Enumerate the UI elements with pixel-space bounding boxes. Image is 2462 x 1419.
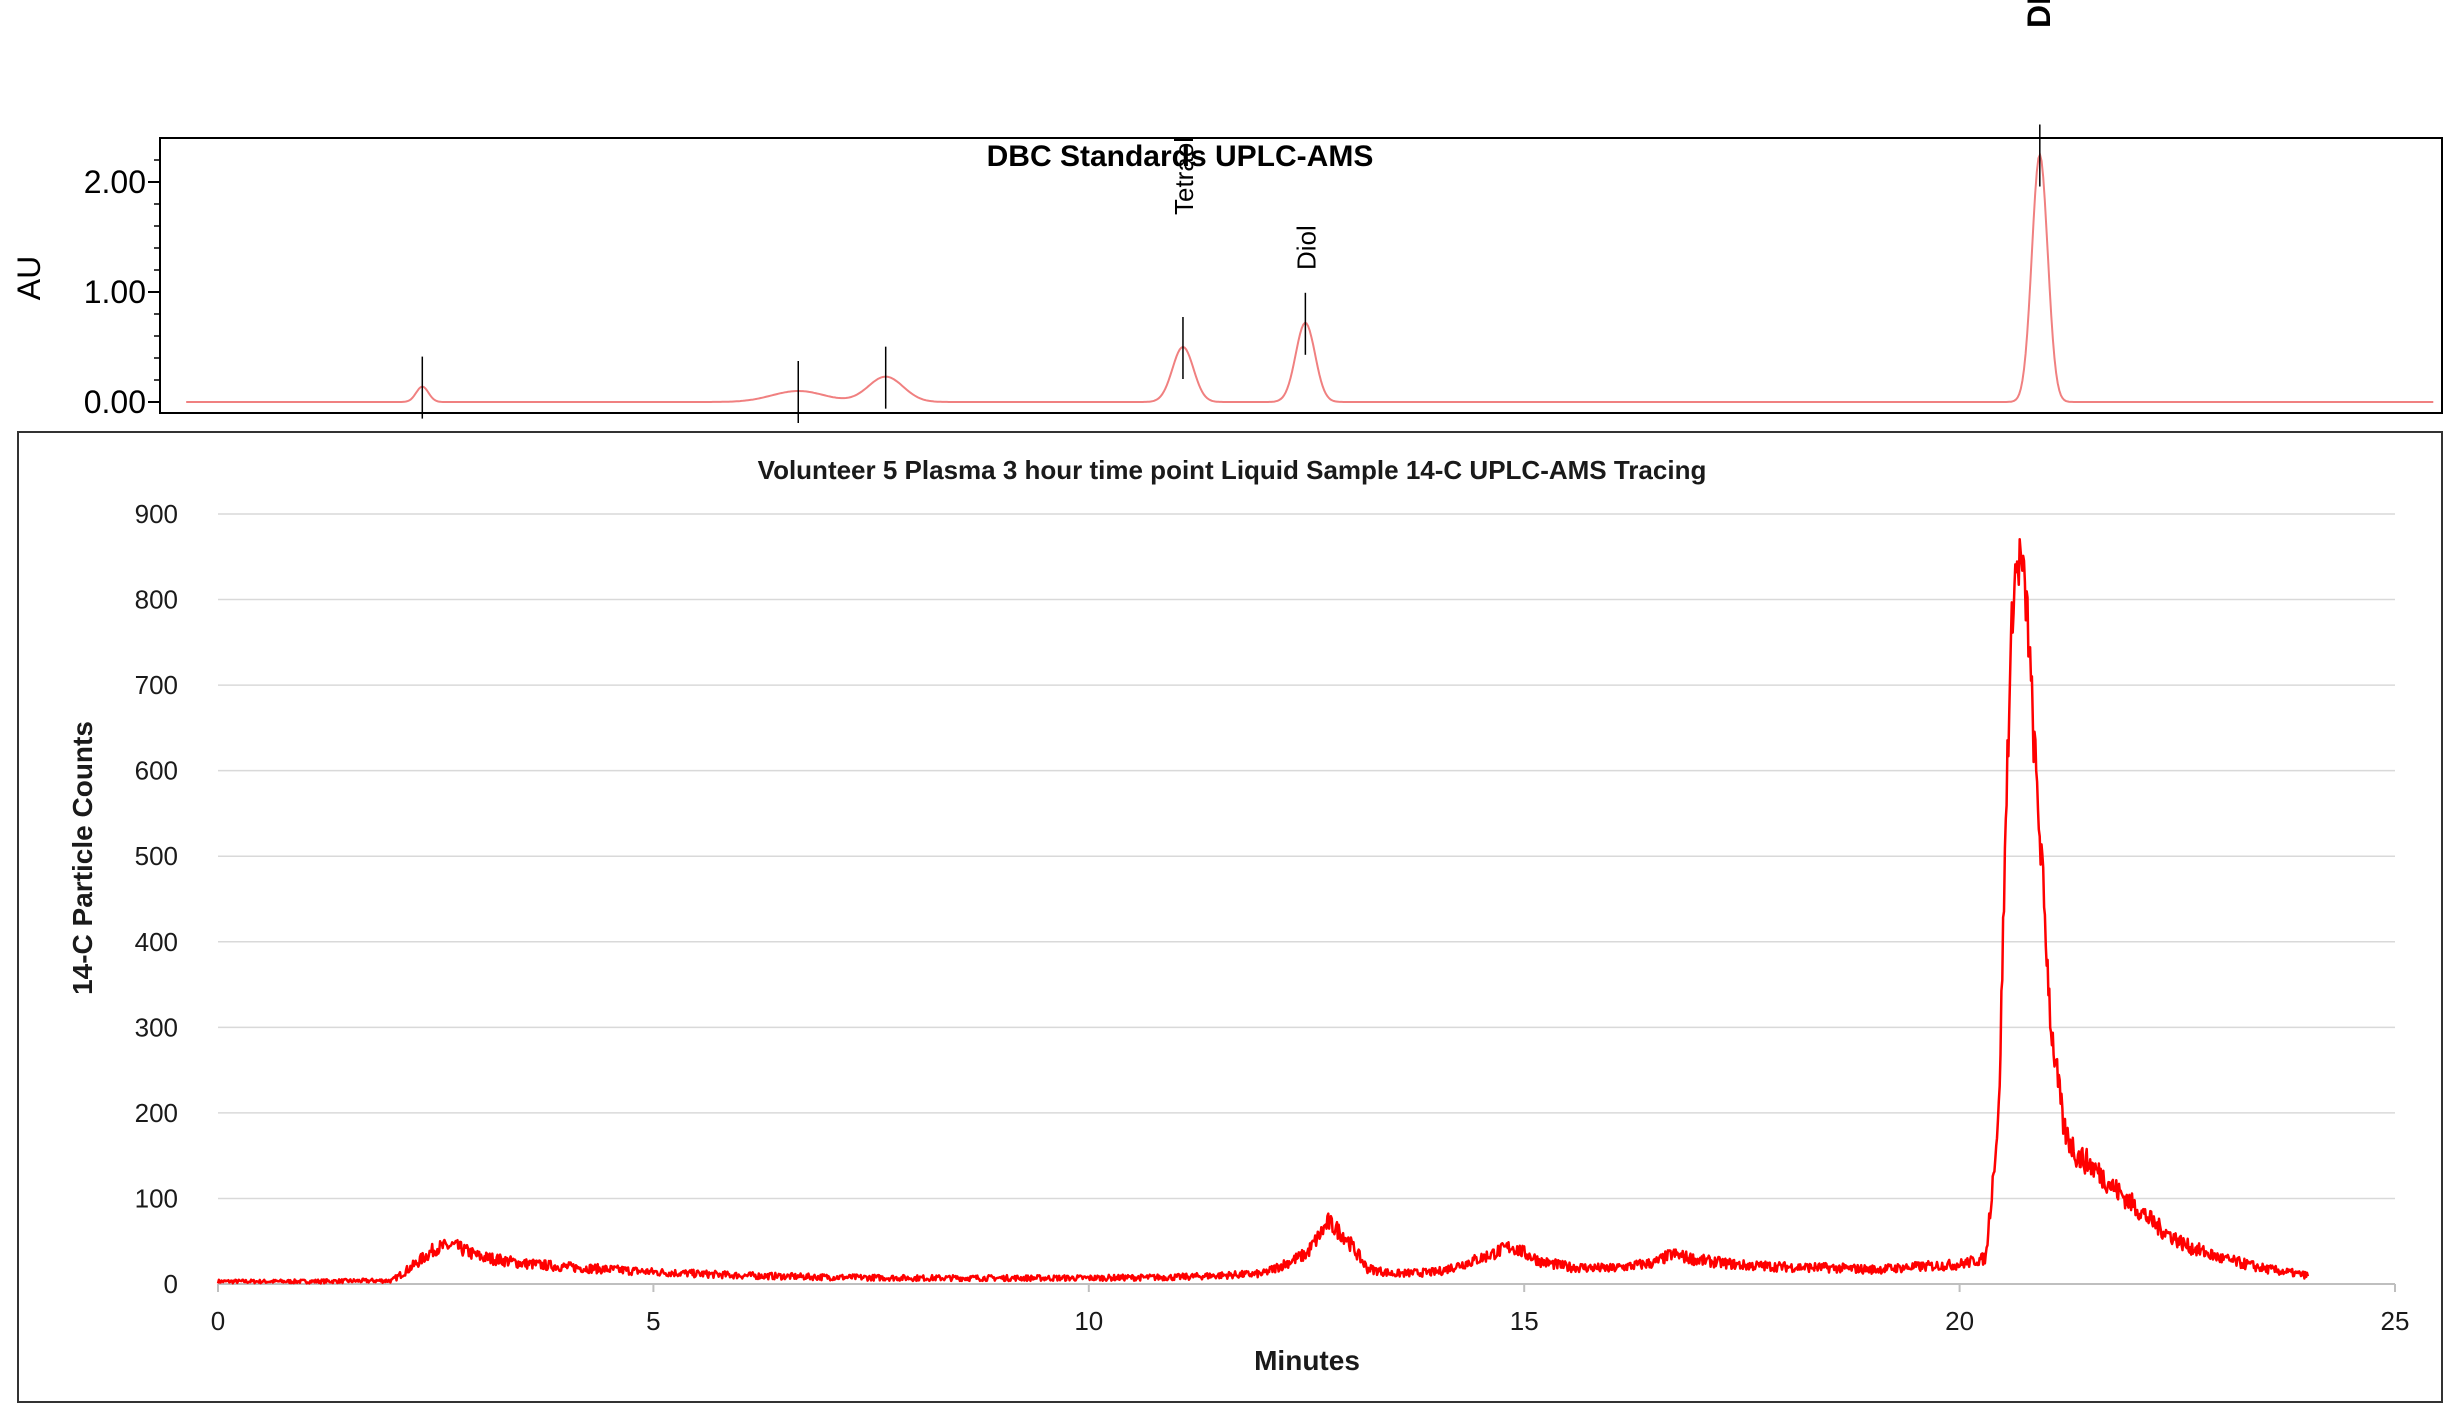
top-y-axis: 0.00 1.00 2.00 [84, 159, 160, 420]
bottom-y-tick-label: 0 [164, 1269, 178, 1299]
top-y-tick-label: 0.00 [84, 384, 146, 420]
bottom-x-axis: 0 5 10 15 20 25 [211, 1284, 2410, 1336]
top-y-tick-label: 2.00 [84, 164, 146, 200]
bottom-y-tick-label: 700 [135, 670, 178, 700]
bottom-y-tick-label: 600 [135, 756, 178, 786]
bottom-x-tick-label: 0 [211, 1306, 225, 1336]
top-y-tick-label: 1.00 [84, 274, 146, 310]
top-peak-markers [421, 124, 2041, 423]
bottom-x-axis-label: Minutes [1254, 1345, 1360, 1376]
bottom-x-tick-label: 5 [646, 1306, 660, 1336]
top-peak-label: Diol [1291, 225, 1321, 270]
bottom-y-tick-label: 500 [135, 841, 178, 871]
bottom-y-tick-label: 100 [135, 1183, 178, 1213]
top-y-axis-label: AU [11, 256, 47, 300]
bottom-x-tick-label: 10 [1074, 1306, 1103, 1336]
top-peak-label: DBC [2021, 0, 2057, 28]
top-peak-annotations: Tetraol Diol DBC [1169, 0, 2057, 270]
bottom-series-line [216, 537, 2310, 1285]
bottom-y-tick-label: 400 [135, 927, 178, 957]
bottom-y-tick-label: 200 [135, 1098, 178, 1128]
top-chart-frame [159, 137, 2443, 414]
bottom-x-tick-label: 20 [1945, 1306, 1974, 1336]
bottom-x-tick-label: 15 [1510, 1306, 1539, 1336]
bottom-y-axis-label: 14-C Particle Counts [67, 721, 98, 995]
bottom-chart-title: Volunteer 5 Plasma 3 hour time point Liq… [758, 455, 1707, 485]
top-chart-title: DBC Standards UPLC-AMS [987, 140, 1374, 173]
bottom-y-tick-label: 300 [135, 1012, 178, 1042]
top-chart-panel: DBC Standards UPLC-AMS AU 0.00 1.00 2.00 T… [11, 0, 2443, 423]
top-peak-label: Tetraol [1169, 137, 1199, 215]
bottom-y-tick-label: 800 [135, 585, 178, 615]
bottom-y-tick-label: 900 [135, 499, 178, 529]
bottom-y-axis: 0 100 200 300 400 500 600 700 800 900 [135, 499, 178, 1299]
bottom-chart-frame [17, 431, 2443, 1403]
top-series-line [186, 151, 2434, 403]
bottom-x-tick-label: 25 [2381, 1306, 2410, 1336]
bottom-chart-panel: Volunteer 5 Plasma 3 hour time point Liq… [17, 431, 2443, 1403]
